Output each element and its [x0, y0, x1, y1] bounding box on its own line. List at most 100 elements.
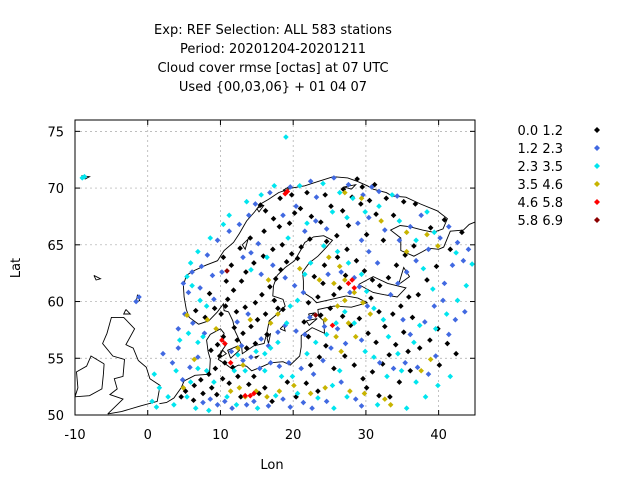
station-point	[358, 195, 365, 202]
station-point	[270, 246, 276, 253]
station-point	[356, 315, 363, 322]
station-point	[156, 384, 163, 391]
station-point	[447, 373, 454, 380]
station-point	[307, 236, 313, 242]
station-point	[286, 220, 293, 227]
station-point	[182, 311, 188, 317]
station-point	[240, 362, 246, 368]
station-point	[307, 260, 314, 266]
title-line-3: Cloud cover rmse [octas] at 07 UTC	[157, 61, 388, 76]
station-point	[360, 299, 366, 306]
station-point	[334, 232, 340, 239]
station-point	[262, 207, 269, 214]
station-point	[236, 221, 243, 228]
station-point	[288, 192, 295, 198]
station-point	[242, 367, 248, 374]
station-point	[231, 324, 238, 331]
station-point	[171, 401, 177, 408]
station-point	[315, 395, 321, 401]
station-point	[356, 283, 363, 290]
station-point	[443, 311, 450, 317]
station-point	[279, 242, 286, 248]
station-point	[318, 312, 324, 318]
x-axis-ticks: -10 0 10 20 30 40	[64, 120, 447, 443]
station-point	[333, 320, 339, 326]
station-point	[393, 262, 400, 269]
station-point	[432, 353, 439, 359]
station-point	[305, 299, 312, 306]
station-point	[258, 271, 264, 278]
station-point	[264, 331, 270, 338]
station-point	[380, 316, 387, 323]
station-point	[285, 235, 291, 241]
station-point	[185, 330, 192, 337]
station-point	[452, 316, 459, 323]
station-point	[358, 201, 364, 207]
station-point	[149, 398, 155, 405]
coastline	[254, 355, 260, 359]
station-point	[338, 348, 344, 355]
station-point	[387, 394, 393, 400]
station-point	[253, 348, 259, 355]
station-point	[280, 306, 286, 313]
station-point	[218, 311, 224, 317]
station-point	[414, 364, 421, 371]
station-point	[278, 266, 284, 273]
title-line-4: Used {00,03,06} + 01 04 07	[179, 80, 367, 95]
station-point	[446, 223, 452, 230]
station-point	[208, 384, 215, 391]
station-point	[329, 209, 336, 215]
station-point	[347, 289, 353, 296]
station-point	[211, 305, 218, 312]
station-point	[297, 205, 304, 212]
station-point	[351, 362, 358, 368]
station-point	[355, 220, 361, 227]
station-point	[243, 269, 249, 275]
station-point	[403, 269, 410, 275]
station-point	[345, 280, 352, 287]
station-point	[326, 254, 332, 261]
station-point	[336, 285, 343, 291]
y-tick-label: 70	[47, 182, 64, 197]
station-point	[293, 328, 299, 334]
station-point	[180, 280, 187, 287]
station-point	[342, 340, 349, 347]
station-point	[376, 360, 383, 366]
station-point	[342, 277, 348, 283]
station-point	[184, 312, 190, 318]
station-point	[378, 218, 384, 224]
station-point	[309, 405, 315, 411]
station-point	[219, 269, 225, 275]
station-point	[329, 322, 336, 329]
station-point	[277, 195, 283, 202]
station-point	[238, 278, 245, 284]
station-point	[280, 212, 286, 219]
station-point	[322, 192, 328, 198]
station-point	[237, 245, 243, 252]
legend-label: 3.5 4.6	[518, 178, 563, 193]
station-point	[242, 304, 248, 311]
station-point	[214, 401, 221, 408]
station-point	[405, 348, 411, 355]
station-point	[427, 337, 433, 343]
station-point	[313, 194, 320, 200]
title-line-1: Exp: REF Selection: ALL 583 stations	[154, 23, 392, 38]
station-points	[79, 134, 475, 414]
station-point	[351, 274, 358, 281]
station-point	[254, 405, 261, 411]
x-tick-label: 20	[285, 428, 302, 443]
station-point	[247, 235, 254, 241]
station-point	[243, 401, 250, 408]
station-point	[300, 399, 307, 406]
station-point	[354, 176, 360, 182]
station-point	[389, 192, 395, 198]
station-point	[255, 240, 262, 247]
station-point	[195, 354, 201, 360]
station-point	[198, 377, 204, 383]
station-point	[331, 291, 337, 298]
station-point	[435, 243, 441, 249]
station-point	[358, 271, 365, 278]
station-point	[272, 276, 279, 282]
station-point	[336, 263, 343, 270]
station-point	[256, 365, 263, 372]
